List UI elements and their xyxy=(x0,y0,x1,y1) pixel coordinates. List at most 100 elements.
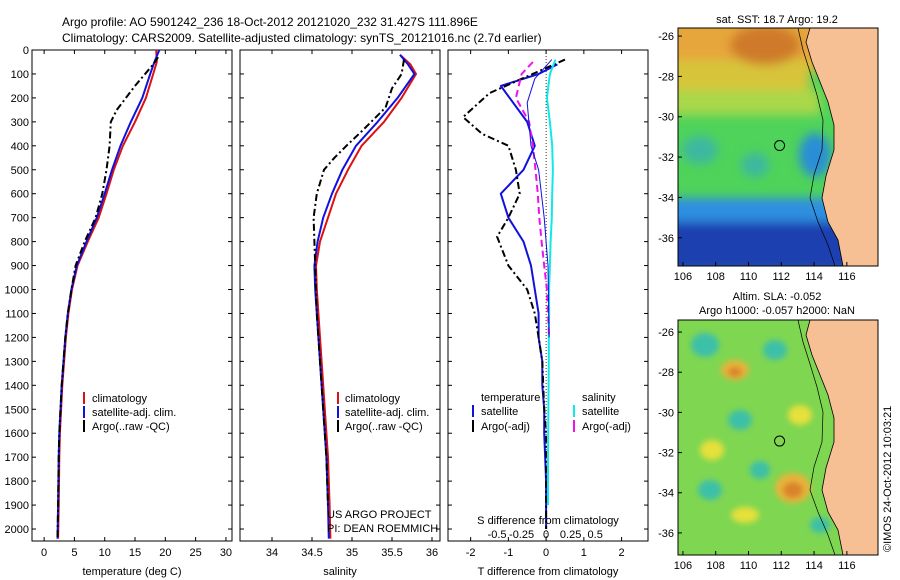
sla-map-title-2: Argo h1000: -0.057 h2000: NaN xyxy=(699,305,855,317)
depth-tick-label: 500 xyxy=(11,165,29,177)
map-ytick-label: -30 xyxy=(658,407,674,419)
depth-tick-label: 1200 xyxy=(5,332,29,344)
depth-tick-label: 900 xyxy=(11,261,29,273)
salinity-xtick-label: 36 xyxy=(426,547,438,559)
figure-title-line2: Climatology: CARS2009. Satellite-adjuste… xyxy=(62,31,542,45)
legend-label-t-satellite: satellite xyxy=(481,406,518,418)
temperature-xtick-label: 25 xyxy=(190,547,202,559)
map-ytick-label: -26 xyxy=(658,31,674,43)
salinity-xtick-label: 34 xyxy=(266,547,278,559)
legend-label-s-argo: Argo(-adj) xyxy=(582,421,631,433)
salinity-panel: 34 34.5 35 35.5 36 salinity climatology sate… xyxy=(239,49,441,578)
depth-tick-label: 1100 xyxy=(5,308,29,320)
sla-map-title-1: Altim. SLA: -0.052 xyxy=(733,291,822,303)
legend-label-satellite: satellite-adj. clim. xyxy=(92,407,176,419)
sla-low-4 xyxy=(698,480,722,500)
difference-xtick-label: 0 xyxy=(543,547,549,559)
sla-yellow-3 xyxy=(731,507,759,523)
sla-isobath xyxy=(797,320,836,555)
depth-tick-label: 1000 xyxy=(5,285,29,297)
sst-hot-patch xyxy=(730,28,800,65)
depth-tick-label: 1500 xyxy=(5,404,29,416)
sla-yellow-2 xyxy=(700,440,724,460)
sla-high-2-core xyxy=(783,482,803,498)
difference-panel: -2 -1 0 1 2 T difference from climatology S … xyxy=(447,49,649,578)
sst-land xyxy=(805,28,878,266)
map-ytick-label: -28 xyxy=(658,367,674,379)
map-xtick-label: 110 xyxy=(740,560,758,572)
map-ytick-label: -32 xyxy=(658,152,674,164)
map-ytick-label: -30 xyxy=(658,112,674,124)
temperature-legend: climatology satellite-adj. clim. Argo(..… xyxy=(83,392,176,433)
salinity-diff-tick-label: 0.5 xyxy=(588,529,603,541)
legend-label-climatology: climatology xyxy=(345,393,401,405)
map-xtick-label: 114 xyxy=(805,271,823,283)
difference-series-temperature-argo-adj xyxy=(462,58,566,529)
salinity-xlabel: salinity xyxy=(323,566,357,578)
map-ytick-label: -34 xyxy=(658,488,674,500)
project-credit: US ARGO PROJECT xyxy=(327,509,432,521)
legend-label-argo: Argo(..raw -QC) xyxy=(92,421,170,433)
sst-map: sat. SST: 18.7 Argo: 19.2 106 108 110 112 11… xyxy=(658,14,879,283)
salinity-xtick-label: 35.5 xyxy=(381,547,402,559)
legend-label-satellite: satellite-adj. clim. xyxy=(345,407,429,419)
map-xtick-label: 108 xyxy=(707,560,725,572)
depth-tick-label: 1900 xyxy=(5,500,29,512)
map-xtick-label: 110 xyxy=(740,271,758,283)
temperature-xtick-label: 20 xyxy=(159,547,171,559)
sla-map: Altim. SLA: -0.052 Argo h1000: -0.057 h2… xyxy=(658,291,879,572)
sla-low-3 xyxy=(728,410,752,430)
depth-tick-label: 1300 xyxy=(5,356,29,368)
difference-series-satellite-adjusted-s-overlay xyxy=(526,59,553,338)
sst-cyan-patch-2 xyxy=(741,153,769,177)
legend-label-argo: Argo(..raw -QC) xyxy=(345,421,423,433)
difference-series-temperature-satellite xyxy=(499,63,558,529)
legend-label-s-satellite: satellite xyxy=(582,406,619,418)
map-xtick-label: 116 xyxy=(838,271,856,283)
depth-tick-label: 1700 xyxy=(5,452,29,464)
difference-xtick-label: -1 xyxy=(503,547,513,559)
map-xtick-label: 116 xyxy=(838,560,856,572)
salinity-xtick-label: 35 xyxy=(346,547,358,559)
sst-argo-location-marker xyxy=(774,140,786,152)
map-ytick-label: -32 xyxy=(658,448,674,460)
depth-tick-label: 1800 xyxy=(5,476,29,488)
difference-xlabel-t: T difference from climatology xyxy=(478,566,619,578)
depth-tick-label: 800 xyxy=(11,237,29,249)
sst-cyan-patch-1 xyxy=(682,136,718,164)
map-ytick-label: -34 xyxy=(658,192,674,204)
sla-low-2 xyxy=(763,340,787,360)
map-xtick-label: 108 xyxy=(707,271,725,283)
sla-low-6 xyxy=(750,461,770,479)
map-xtick-label: 112 xyxy=(773,271,791,283)
temperature-axes-box xyxy=(31,49,233,542)
salinity-diff-tick-label: 0 xyxy=(543,529,549,541)
salinity-diff-tick-label: -0.5 xyxy=(488,529,507,541)
sst-blue-patch xyxy=(799,133,831,177)
map-ytick-label: -36 xyxy=(658,233,674,245)
map-ytick-label: -36 xyxy=(658,528,674,540)
temperature-xtick-label: 30 xyxy=(220,547,232,559)
figure-title-line1: Argo profile: AO 5901242_236 18-Oct-2012… xyxy=(62,15,478,29)
depth-tick-label: 2000 xyxy=(5,524,29,536)
depth-tick-label: 100 xyxy=(11,69,29,81)
difference-legend: temperature salinity satellite Argo(-adj… xyxy=(472,392,631,433)
temperature-panel: 0 5 10 15 20 25 300100200300400500600700800900… xyxy=(5,45,233,578)
salinity-legend: climatology satellite-adj. clim. Argo(..… xyxy=(337,392,429,433)
sla-map-frame xyxy=(677,319,879,556)
temperature-xlabel: temperature (deg C) xyxy=(82,566,181,578)
pi-credit: PI: DEAN ROEMMICH xyxy=(327,523,438,535)
map-ytick-label: -26 xyxy=(658,327,674,339)
depth-tick-label: 1400 xyxy=(5,380,29,392)
salinity-diff-tick-label: 0.25 xyxy=(560,529,581,541)
imos-side-label: ©IMOS 24-Oct-2012 10:03:21 xyxy=(882,406,894,552)
depth-tick-label: 700 xyxy=(11,213,29,225)
difference-series-salinity-satellite xyxy=(545,59,557,506)
depth-tick-label: 0 xyxy=(23,45,29,57)
sst-map-frame xyxy=(677,27,879,267)
salinity-xtick-label: 34.5 xyxy=(301,547,322,559)
salinity-axes-box xyxy=(239,49,441,542)
temperature-xtick-label: 15 xyxy=(129,547,141,559)
difference-xtick-label: 1 xyxy=(581,547,587,559)
